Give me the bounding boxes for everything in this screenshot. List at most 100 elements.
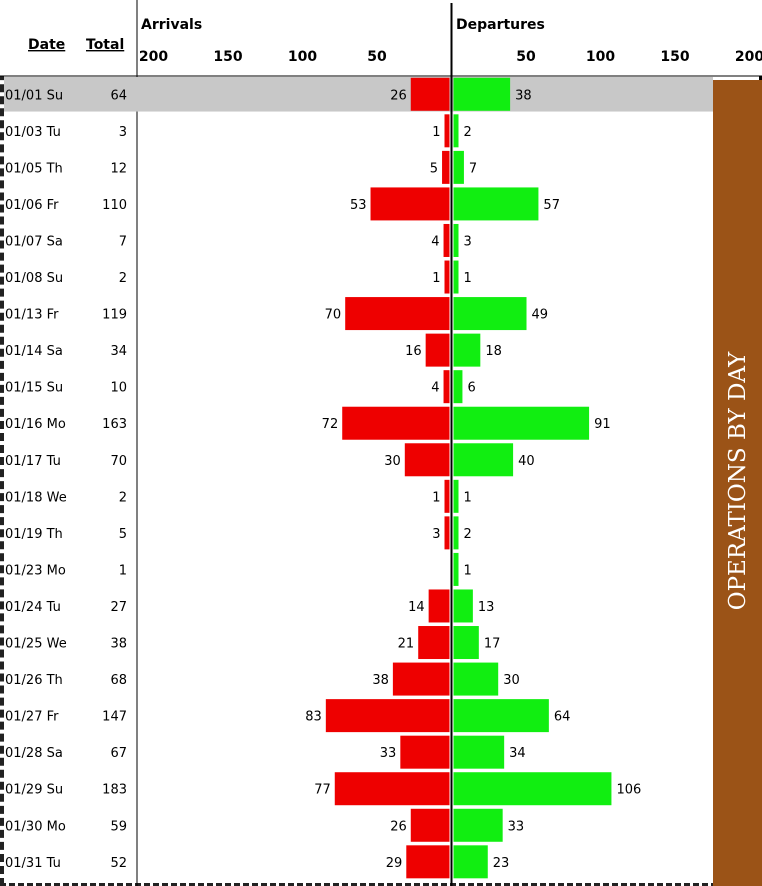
row-date: 01/30 Mo — [5, 819, 66, 834]
departure-value-label: 3 — [464, 234, 472, 249]
departure-tick-label: 50 — [516, 49, 536, 65]
departure-value-label: 1 — [464, 271, 472, 286]
departure-bar — [453, 77, 511, 111]
header-background — [0, 0, 762, 76]
row-total: 2 — [119, 271, 127, 286]
departure-tick-label: 200 — [735, 49, 762, 65]
arrival-value-label: 83 — [305, 710, 322, 725]
arrival-value-label: 30 — [384, 454, 401, 469]
row-date: 01/01 Su — [5, 88, 63, 103]
arrival-value-label: 72 — [322, 417, 339, 432]
row-date: 01/24 Tu — [5, 600, 61, 615]
departure-value-label: 106 — [616, 783, 641, 798]
arrival-value-label: 4 — [431, 234, 439, 249]
arrival-value-label: 29 — [386, 856, 403, 871]
arrival-bar — [428, 589, 450, 623]
departure-bar — [453, 333, 481, 367]
departure-bar — [453, 845, 488, 879]
row-total: 27 — [110, 600, 127, 615]
arrival-value-label: 26 — [390, 88, 407, 103]
departure-bar — [453, 443, 514, 477]
departure-value-label: 7 — [469, 161, 477, 176]
departure-bar — [453, 662, 499, 696]
row-total: 12 — [110, 161, 127, 176]
row-date: 01/23 Mo — [5, 563, 66, 578]
arrival-value-label: 16 — [405, 344, 422, 359]
arrival-value-label: 4 — [431, 381, 439, 396]
arrival-bar — [342, 406, 450, 440]
departure-bar — [453, 114, 459, 148]
row-total: 2 — [119, 490, 127, 505]
arrival-tick-label: 200 — [139, 49, 168, 65]
row-total: 1 — [119, 563, 127, 578]
arrival-value-label: 70 — [325, 308, 342, 323]
row-total: 59 — [110, 819, 127, 834]
row-date: 01/28 Sa — [5, 746, 63, 761]
departure-bar — [453, 223, 459, 257]
row-total: 163 — [102, 417, 127, 432]
arrival-value-label: 26 — [390, 819, 407, 834]
arrival-value-label: 38 — [372, 673, 389, 688]
row-total: 119 — [102, 308, 127, 323]
row-total: 70 — [110, 454, 127, 469]
departure-bar — [453, 187, 539, 221]
arrival-bar — [425, 333, 450, 367]
departure-bar — [453, 406, 590, 440]
row-date: 01/07 Sa — [5, 234, 63, 249]
departure-bar — [453, 808, 503, 842]
arrival-value-label: 33 — [380, 746, 397, 761]
departure-bar — [453, 297, 527, 331]
row-date: 01/27 Fr — [5, 710, 59, 725]
departure-bar — [453, 772, 612, 806]
arrival-bar — [400, 735, 450, 769]
arrival-bar — [444, 114, 450, 148]
row-date: 01/25 We — [5, 637, 67, 652]
row-total: 7 — [119, 234, 127, 249]
row-date: 01/18 We — [5, 490, 67, 505]
highlighted-row — [4, 77, 713, 112]
row-date: 01/31 Tu — [5, 856, 61, 871]
row-total: 3 — [119, 125, 127, 140]
row-total: 110 — [102, 198, 127, 213]
departure-bar — [453, 150, 464, 184]
arrival-bar — [392, 662, 450, 696]
departure-value-label: 33 — [508, 819, 525, 834]
departure-value-label: 91 — [594, 417, 611, 432]
row-date: 01/16 Mo — [5, 417, 66, 432]
departure-value-label: 49 — [532, 308, 549, 323]
arrival-bar — [442, 150, 450, 184]
axis-ticks: 200 150 100 50 50 100 150 200 — [139, 49, 762, 65]
arrival-bar — [334, 772, 450, 806]
departure-value-label: 64 — [554, 710, 571, 725]
departure-value-label: 40 — [518, 454, 535, 469]
departures-header: Departures — [456, 17, 545, 33]
departure-value-label: 18 — [485, 344, 502, 359]
arrival-bar — [345, 297, 450, 331]
row-date: 01/13 Fr — [5, 308, 59, 323]
operations-banner-text: OPERATIONS BY DAY — [725, 351, 751, 610]
row-date: 01/15 Su — [5, 381, 63, 396]
departure-value-label: 13 — [478, 600, 495, 615]
row-total: 10 — [110, 381, 127, 396]
arrival-tick-label: 100 — [288, 49, 317, 65]
arrival-bar — [443, 223, 450, 257]
arrival-tick-label: 50 — [367, 49, 387, 65]
arrival-value-label: 1 — [432, 125, 440, 140]
row-date: 01/14 Sa — [5, 344, 63, 359]
arrival-value-label: 1 — [432, 271, 440, 286]
row-date: 01/08 Su — [5, 271, 63, 286]
row-total: 64 — [110, 88, 127, 103]
departure-bar — [453, 479, 459, 513]
arrival-bar — [410, 808, 450, 842]
row-total: 147 — [102, 710, 127, 725]
arrival-bar — [444, 260, 450, 294]
departure-bar — [453, 735, 505, 769]
operations-banner — [713, 80, 762, 886]
departure-value-label: 30 — [503, 673, 520, 688]
departure-bar — [453, 260, 459, 294]
arrival-bar — [418, 626, 450, 660]
departure-value-label: 1 — [464, 490, 472, 505]
row-total: 52 — [110, 856, 127, 871]
row-date: 01/06 Fr — [5, 198, 59, 213]
